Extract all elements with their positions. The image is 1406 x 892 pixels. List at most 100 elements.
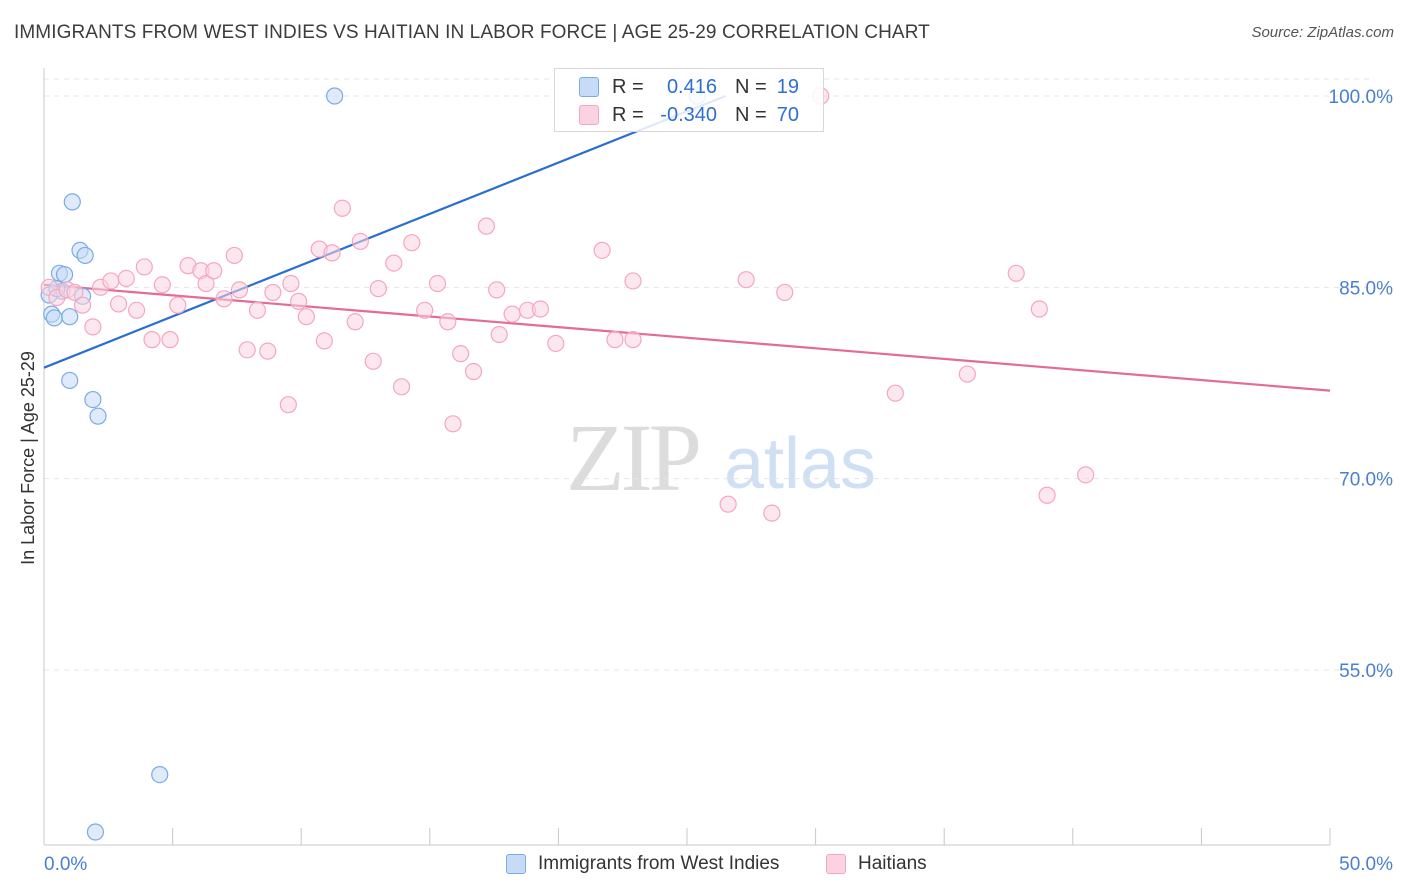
west-indies-point	[61, 371, 79, 390]
haitian-point	[385, 254, 403, 272]
n-label: N =	[735, 104, 767, 126]
haitian-point	[197, 274, 215, 293]
x-tick-labels: 0.0% 50.0%	[44, 854, 1393, 875]
haitian-point	[737, 271, 755, 289]
n-value: 70	[776, 104, 799, 126]
legend-label: Immigrants from West Indies	[538, 853, 780, 874]
haitian-trend-line	[43, 283, 1331, 392]
haitian-point	[403, 234, 421, 252]
haitian-point	[593, 241, 611, 259]
haitian-point	[1038, 486, 1056, 504]
haitian-point	[225, 246, 243, 265]
haitian-point	[606, 331, 624, 349]
haitian-point	[73, 296, 92, 314]
haitian-point	[624, 272, 642, 290]
haitian-point	[452, 345, 470, 363]
haitian-point	[763, 504, 781, 522]
haitian-point	[66, 283, 84, 302]
legend-label: Haitians	[858, 853, 927, 874]
haitian-point	[238, 341, 256, 359]
haitian-point	[547, 334, 565, 353]
haitian-point	[346, 313, 364, 331]
west-indies-point	[61, 308, 79, 326]
haitian-point	[444, 415, 462, 433]
axes	[43, 68, 1331, 846]
haitian-point	[315, 332, 333, 350]
haitian-point	[205, 262, 223, 280]
haitian-point	[719, 495, 737, 513]
n-value: 19	[776, 76, 799, 98]
haitian-point	[323, 244, 341, 262]
haitian-point	[290, 292, 308, 310]
haitian-point	[886, 384, 904, 402]
haitian-point	[215, 290, 233, 308]
haitian-point	[279, 396, 297, 414]
haitian-point	[477, 217, 495, 235]
haitian-point	[297, 308, 315, 326]
haitian-point	[333, 199, 351, 217]
west-indies-point	[151, 765, 169, 784]
haitian-point	[282, 274, 300, 293]
west-indies-swatch	[579, 77, 599, 97]
west-indies-point	[326, 87, 344, 105]
haitian-point	[169, 296, 187, 314]
west-indies-trend-line	[43, 94, 726, 369]
haitians-swatch	[826, 854, 846, 874]
r-label: R =	[612, 76, 644, 98]
y-tick-label: 85.0%	[1339, 278, 1393, 299]
source-credit: Source: ZipAtlas.com	[1251, 24, 1394, 41]
x-tick-label: 0.0%	[44, 854, 87, 875]
haitian-point	[351, 232, 369, 251]
haitian-point	[416, 301, 434, 319]
r-value: -0.340	[660, 104, 717, 126]
haitian-point	[503, 305, 521, 323]
haitian-point	[1007, 264, 1025, 282]
haitian-point	[230, 281, 249, 299]
grid-lines	[44, 78, 1370, 671]
haitian-point	[102, 272, 120, 290]
west-indies-point	[76, 246, 94, 265]
y-tick-label: 100.0%	[1329, 87, 1394, 108]
west-indies-point	[45, 309, 63, 327]
west-indies-swatch	[506, 854, 526, 874]
data-points	[40, 87, 1095, 841]
n-label: N =	[735, 76, 767, 98]
haitian-point	[259, 342, 277, 360]
haitian-point	[248, 301, 267, 319]
stats-legend: R = 0.416 N = 19 R = -0.340 N = 70	[554, 68, 824, 132]
haitian-point	[143, 331, 161, 349]
haitian-point	[135, 258, 153, 276]
haitian-point	[153, 276, 171, 294]
y-tick-label: 70.0%	[1339, 470, 1393, 491]
stats-row-west-indies: R = 0.416 N = 19	[555, 73, 823, 101]
haitian-point	[1030, 300, 1048, 318]
haitian-point	[84, 318, 102, 336]
watermark-atlas: atlas	[724, 424, 876, 504]
haitian-point	[488, 281, 506, 299]
chart-title: IMMIGRANTS FROM WEST INDIES VS HAITIAN I…	[14, 22, 930, 43]
series-legend: Immigrants from West Indies Haitians	[0, 852, 1406, 878]
haitian-point	[392, 378, 411, 396]
haitian-point	[127, 301, 146, 319]
haitians-swatch	[579, 105, 599, 125]
r-value: 0.416	[666, 76, 717, 98]
haitian-point	[161, 331, 179, 349]
watermark: ZIP atlas	[566, 404, 876, 511]
west-indies-point	[84, 390, 102, 409]
x-tick-label: 50.0%	[1339, 854, 1393, 875]
r-label: R =	[612, 104, 644, 126]
west-indies-point	[89, 407, 107, 425]
haitian-point	[958, 365, 976, 383]
west-indies-point	[55, 265, 74, 284]
haitian-point	[439, 313, 457, 331]
haitian-point	[369, 280, 387, 298]
haitian-point	[428, 274, 447, 293]
watermark-zip: ZIP	[566, 404, 699, 511]
y-tick-label: 55.0%	[1339, 661, 1393, 682]
haitian-point	[1077, 466, 1095, 484]
haitian-point	[624, 331, 642, 349]
haitian-point	[490, 325, 508, 344]
stats-row-haitians: R = -0.340 N = 70	[555, 101, 823, 129]
y-tick-labels: 55.0% 70.0% 85.0% 100.0%	[1329, 87, 1394, 682]
west-indies-point	[63, 193, 81, 211]
